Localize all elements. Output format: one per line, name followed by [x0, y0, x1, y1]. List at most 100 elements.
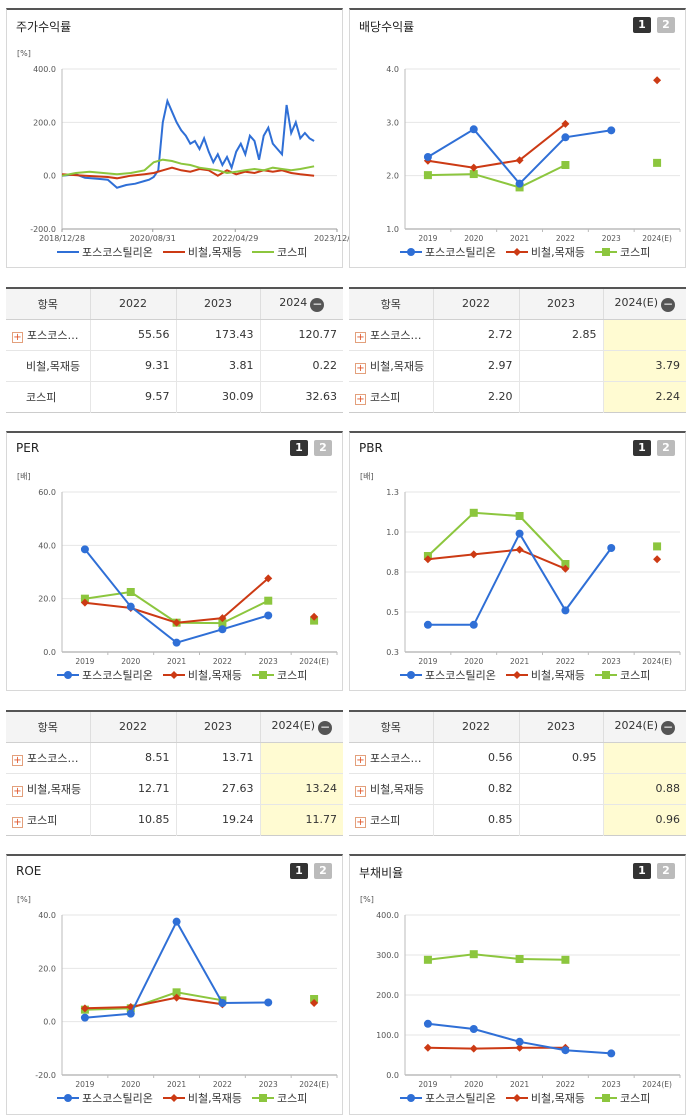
x-tick-label: 2024(E): [299, 657, 329, 666]
collapse-icon[interactable]: −: [318, 719, 333, 735]
row-label[interactable]: + 비철,목재등: [6, 773, 90, 805]
legend-label: 포스코스틸리온: [425, 246, 496, 259]
legend-label: 코스피: [276, 246, 308, 259]
expand-icon[interactable]: +: [12, 816, 23, 828]
legend-item[interactable]: 포스코스틸리온: [57, 244, 153, 260]
column-header: 2022: [432, 288, 519, 320]
data-point: [515, 179, 524, 188]
legend-marker: [512, 248, 521, 256]
legend-item[interactable]: 포스코스틸리온: [57, 1090, 153, 1106]
legend-item[interactable]: 비철,목재등: [505, 244, 585, 260]
table-cell: 27.63: [175, 773, 260, 805]
row-label[interactable]: + 코스피: [12, 813, 58, 828]
legend-item[interactable]: 비철,목재등: [505, 1090, 585, 1106]
expand-icon[interactable]: +: [12, 331, 23, 343]
table-cell: [602, 742, 686, 774]
page-2-button[interactable]: 2: [657, 440, 675, 456]
expand-icon[interactable]: +: [355, 362, 366, 374]
legend-item[interactable]: 코스피: [594, 667, 650, 683]
legend-swatch: [594, 1094, 617, 1102]
legend-item[interactable]: 코스피: [251, 244, 308, 260]
legend-item[interactable]: 비철,목재등: [162, 244, 242, 260]
dividend-yield-panel: 배당수익률 1 2 4.0 3.0 2.0 1.0 2019 2020 2021 2022 20…: [349, 8, 686, 268]
expand-icon[interactable]: +: [12, 754, 23, 766]
expand-icon[interactable]: +: [12, 785, 23, 797]
table-cell: 30.09: [175, 381, 260, 412]
legend-item[interactable]: 코스피: [594, 1090, 651, 1106]
legend-swatch: [251, 251, 274, 253]
data-point: [515, 529, 524, 538]
row-label[interactable]: + 포스코스…: [6, 742, 90, 774]
legend-label: 코스피: [276, 669, 308, 682]
data-point: [218, 614, 227, 623]
table-cell: 2.97: [432, 350, 519, 382]
legend-item[interactable]: 코스피: [251, 1090, 307, 1106]
row-label[interactable]: + 포스코스…: [6, 319, 90, 351]
series-line: [61, 158, 315, 177]
row-label[interactable]: + 비철,목재등: [349, 773, 433, 805]
row-label[interactable]: + 포스코스…: [349, 319, 433, 351]
y-tick-label: 2.0: [386, 172, 399, 181]
table-row: + 코스피 2.20 2.24: [349, 381, 686, 412]
pbr-panel: PBR 1 2 [배] 1.3 1.0 0.8 0.5 0.3 2019 2020 2021 20…: [349, 431, 686, 691]
legend-item[interactable]: 포스코스틸리온: [400, 1090, 496, 1106]
legend-item[interactable]: 포스코스틸리온: [400, 667, 496, 683]
page-2-button[interactable]: 2: [314, 440, 332, 456]
data-point: [310, 612, 319, 621]
chart-legend: 포스코스틸리온 비철,목재등 코스피: [400, 244, 650, 260]
expand-icon[interactable]: +: [355, 785, 366, 797]
legend-item[interactable]: 비철,목재등: [162, 1090, 242, 1106]
legend-label: 비철,목재등: [530, 246, 585, 259]
legend-item[interactable]: 코스피: [594, 244, 650, 260]
y-tick-label: 0.0: [43, 172, 56, 181]
expand-icon[interactable]: +: [355, 754, 366, 766]
page-1-button[interactable]: 1: [290, 440, 308, 456]
collapse-icon[interactable]: −: [661, 296, 676, 312]
page-1-button[interactable]: 1: [290, 863, 308, 879]
row-label[interactable]: + 코스피: [355, 813, 401, 828]
legend-marker: [512, 1094, 521, 1102]
expand-icon[interactable]: +: [355, 816, 366, 828]
x-tick-label: 2021: [510, 1080, 529, 1089]
row-label[interactable]: + 코스피: [355, 390, 401, 405]
row-label[interactable]: + 포스코스…: [349, 742, 433, 774]
y-tick-label: 100.0: [376, 1031, 399, 1040]
expand-icon[interactable]: +: [355, 393, 366, 405]
collapse-icon[interactable]: −: [310, 296, 325, 312]
page-1-button[interactable]: 1: [633, 17, 651, 33]
legend-item[interactable]: 비철,목재등: [505, 667, 585, 683]
legend-item[interactable]: 비철,목재등: [162, 667, 242, 683]
debt-ratio-chart: [%]400.0 300.0 200.0 100.0 0.0 2019 2020 2021 20…: [360, 895, 681, 1089]
expand-icon[interactable]: +: [355, 331, 366, 343]
legend-label: 포스코스틸리온: [425, 669, 496, 682]
table-cell: 19.24: [175, 804, 260, 835]
legend-item[interactable]: 포스코스틸리온: [57, 667, 153, 683]
table-cell: 3.79: [602, 350, 686, 382]
page-1-button[interactable]: 1: [633, 440, 651, 456]
series-line: [84, 548, 269, 644]
legend-swatch: [400, 1094, 422, 1102]
row-label[interactable]: + 비철,목재등: [349, 350, 433, 382]
legend-swatch: [57, 1094, 79, 1102]
legend-swatch: [594, 671, 617, 679]
y-tick-label: 1.3: [386, 488, 399, 497]
x-tick-label: 2022: [556, 234, 575, 243]
legend-item[interactable]: 코스피: [251, 667, 308, 683]
data-point: [515, 156, 524, 165]
legend-swatch: [594, 248, 617, 256]
table-row: 비철,목재등 9.31 3.81 0.22: [6, 350, 343, 382]
page-1-button[interactable]: 1: [633, 863, 651, 879]
page-2-button[interactable]: 2: [657, 17, 675, 33]
collapse-icon[interactable]: −: [661, 719, 676, 735]
table-cell: 8.51: [89, 742, 176, 774]
legend-swatch: [251, 671, 274, 679]
y-tick-label: 60.0: [38, 488, 56, 497]
table-cell: 0.95: [518, 742, 603, 774]
page-2-button[interactable]: 2: [314, 863, 332, 879]
page-2-button[interactable]: 2: [657, 863, 675, 879]
legend-item[interactable]: 포스코스틸리온: [400, 244, 496, 260]
y-unit-label: [배]: [360, 472, 374, 481]
data-point: [218, 625, 227, 634]
column-header: 2022: [89, 288, 176, 320]
legend-label: 코스피: [619, 1092, 651, 1105]
